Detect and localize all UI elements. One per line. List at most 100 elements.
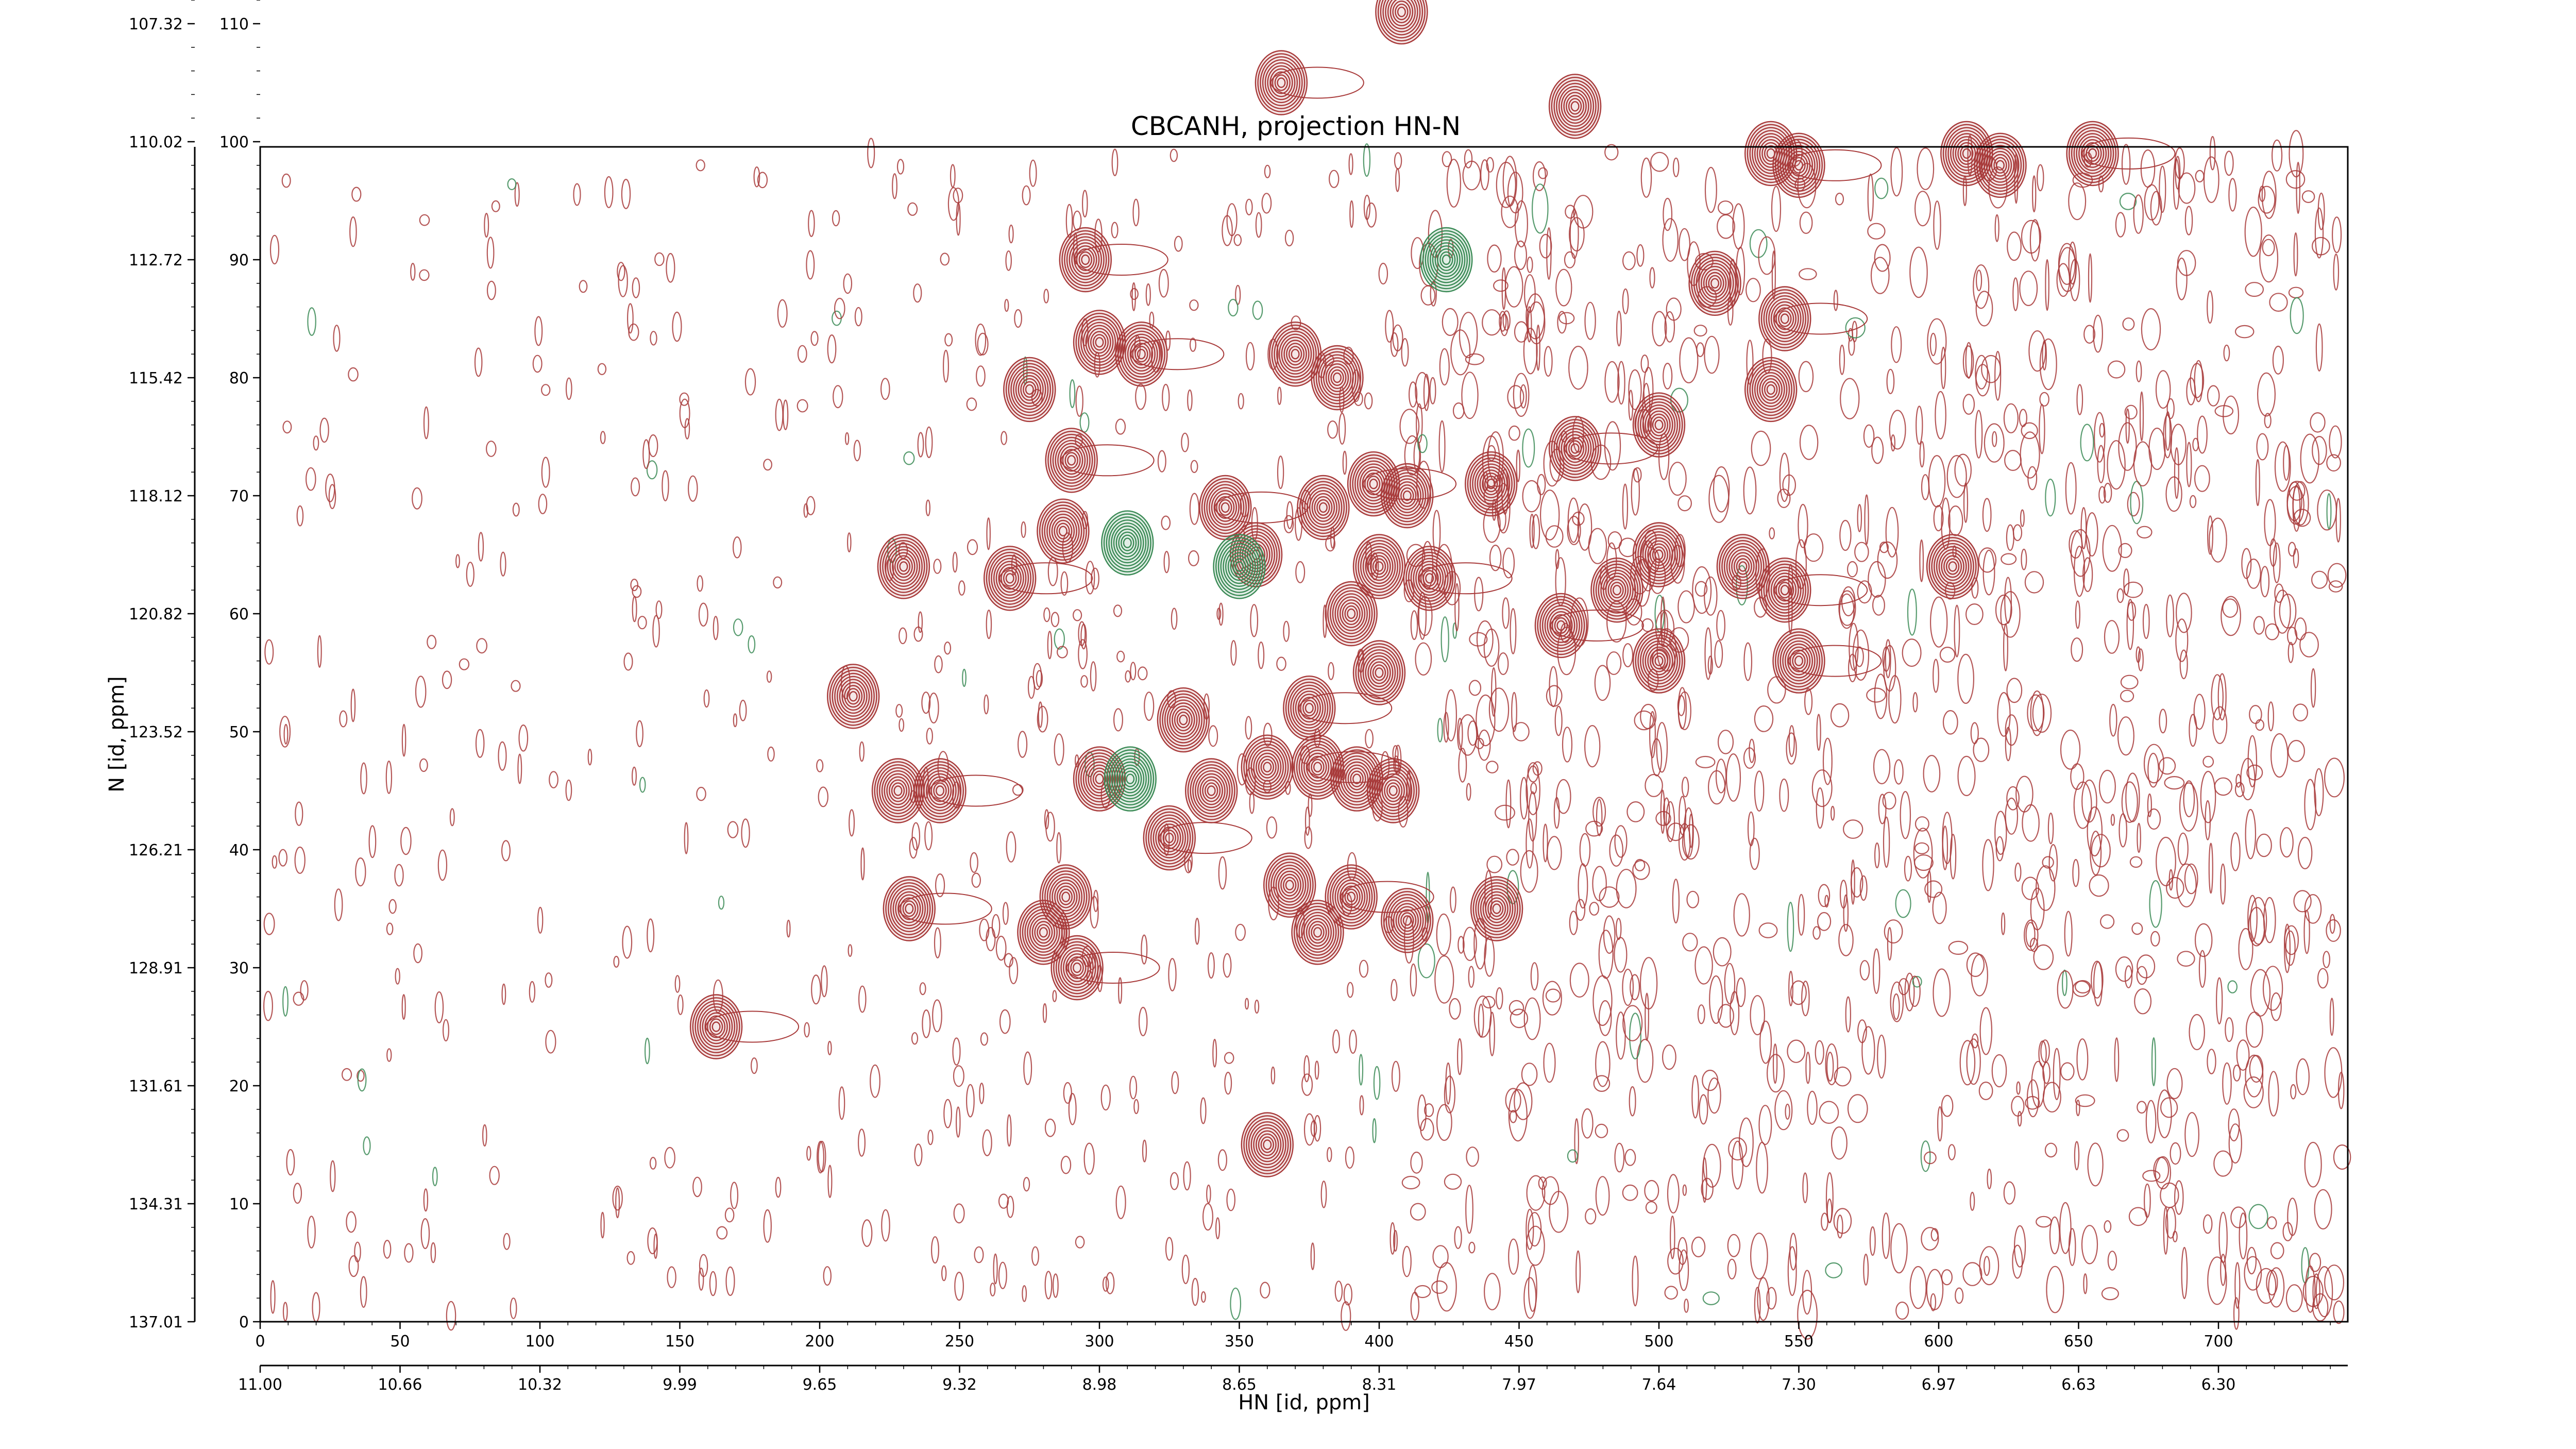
noise-contour <box>1277 455 1284 489</box>
peak-contour <box>879 537 928 596</box>
peak-contour <box>1642 640 1676 682</box>
noise-contour <box>667 1266 676 1288</box>
noise-contour <box>763 1209 772 1243</box>
noise-contour <box>727 821 739 838</box>
noise-contour <box>940 252 950 266</box>
peak-contour <box>1592 560 1641 620</box>
peak-contour <box>1747 360 1795 419</box>
peak <box>826 664 880 729</box>
noise-contour <box>2153 1157 2170 1184</box>
noise-contour <box>1006 1114 1012 1147</box>
noise-contour <box>2068 182 2087 221</box>
noise-contour <box>545 972 553 988</box>
noise-contour <box>1679 1249 1689 1291</box>
x-index-tick-label: 400 <box>1364 1333 1394 1351</box>
noise-contour <box>1508 1089 1528 1142</box>
peak-contour <box>1049 876 1083 918</box>
noise-contour <box>979 918 990 941</box>
noise-contour <box>2160 1097 2178 1118</box>
peak-tail-contour <box>1788 149 1882 181</box>
noise-contour <box>1842 819 1863 839</box>
noise-contour <box>1849 622 1859 671</box>
peak-contour <box>1174 709 1193 732</box>
noise-contour <box>2142 1170 2161 1182</box>
peak-contour <box>1366 475 1381 493</box>
peak-contour <box>1637 398 1681 451</box>
noise-contour <box>999 1009 1011 1034</box>
y-index-tick-label: 110 <box>219 15 249 33</box>
peak-contour <box>1121 767 1140 790</box>
peak-contour <box>2083 142 2102 165</box>
noise-contour <box>1973 737 1990 762</box>
noise-contour <box>1670 1215 1675 1259</box>
noise-contour <box>1593 1075 1611 1092</box>
noise-contour <box>2208 843 2213 894</box>
noise-contour <box>1840 378 1860 419</box>
noise-contour <box>944 333 953 347</box>
peak-contour <box>1075 749 1124 808</box>
peak-contour <box>1025 384 1034 395</box>
noise-contour <box>2186 377 2196 406</box>
peak-contour <box>1204 481 1247 534</box>
peak-contour <box>1155 820 1184 855</box>
peak-contour <box>1313 762 1322 772</box>
noise-contour <box>1847 1094 1868 1123</box>
peak-tail-contour <box>1418 562 1513 595</box>
noise-contour <box>2057 970 2074 1009</box>
noise-contour <box>1640 354 1649 373</box>
noise-contour <box>2144 1183 2151 1218</box>
noise-contour <box>713 616 719 641</box>
noise-contour <box>514 182 520 207</box>
noise-contour <box>2116 1129 2129 1142</box>
noise-contour <box>679 392 689 406</box>
noise-contour <box>1008 224 1014 244</box>
noise-contour <box>1522 480 1541 513</box>
peak-contour <box>1768 298 1802 340</box>
noise-contour <box>1486 157 1494 173</box>
noise-contour <box>1420 1118 1434 1141</box>
noise-contour <box>517 753 522 784</box>
noise-contour <box>1091 567 1099 590</box>
noise-contour <box>674 975 681 993</box>
peak-contour <box>1708 275 1722 292</box>
noise-contour <box>750 1057 758 1074</box>
noise-contour <box>1314 1060 1319 1080</box>
peak-contour <box>988 551 1031 605</box>
peak-contour <box>1570 443 1580 454</box>
peak-contour <box>1539 599 1583 652</box>
noise-contour <box>2037 164 2044 192</box>
peak-contour <box>1784 643 1813 679</box>
noise-contour <box>1589 902 1599 916</box>
noise-contour <box>1528 1265 1537 1312</box>
noise-contour <box>1874 673 1888 719</box>
noise-contour <box>2225 1017 2234 1042</box>
noise-contour <box>1212 1039 1217 1068</box>
peak-contour <box>1309 490 1337 525</box>
noise-contour <box>466 562 474 587</box>
noise-contour <box>1144 692 1155 721</box>
peak-contour <box>1395 4 1409 21</box>
peak-contour <box>887 546 921 587</box>
noise-contour <box>1716 610 1726 641</box>
noise-contour <box>1021 521 1026 538</box>
noise-contour <box>2243 1076 2264 1108</box>
peak-contour <box>888 882 931 935</box>
noise-contour <box>1410 610 1418 640</box>
noise-contour <box>2250 969 2271 1017</box>
noise-contour <box>664 1147 675 1169</box>
noise-contour <box>1482 996 1496 1009</box>
noise-contour <box>2174 447 2179 499</box>
noise-contour <box>632 585 642 598</box>
noise-contour <box>1075 385 1083 417</box>
noise-contour <box>1261 193 1272 214</box>
noise-contour <box>1664 311 1675 343</box>
noise-contour <box>2222 1062 2232 1105</box>
peak-contour <box>1775 307 1794 330</box>
peak-contour <box>1123 770 1137 787</box>
peak-contour <box>1278 333 1312 375</box>
peak-contour <box>1986 147 2014 183</box>
noise-contour <box>870 1064 880 1098</box>
noise-contour <box>2256 1268 2277 1304</box>
noise-contour <box>724 1207 735 1223</box>
peak-contour <box>1248 1121 1286 1168</box>
